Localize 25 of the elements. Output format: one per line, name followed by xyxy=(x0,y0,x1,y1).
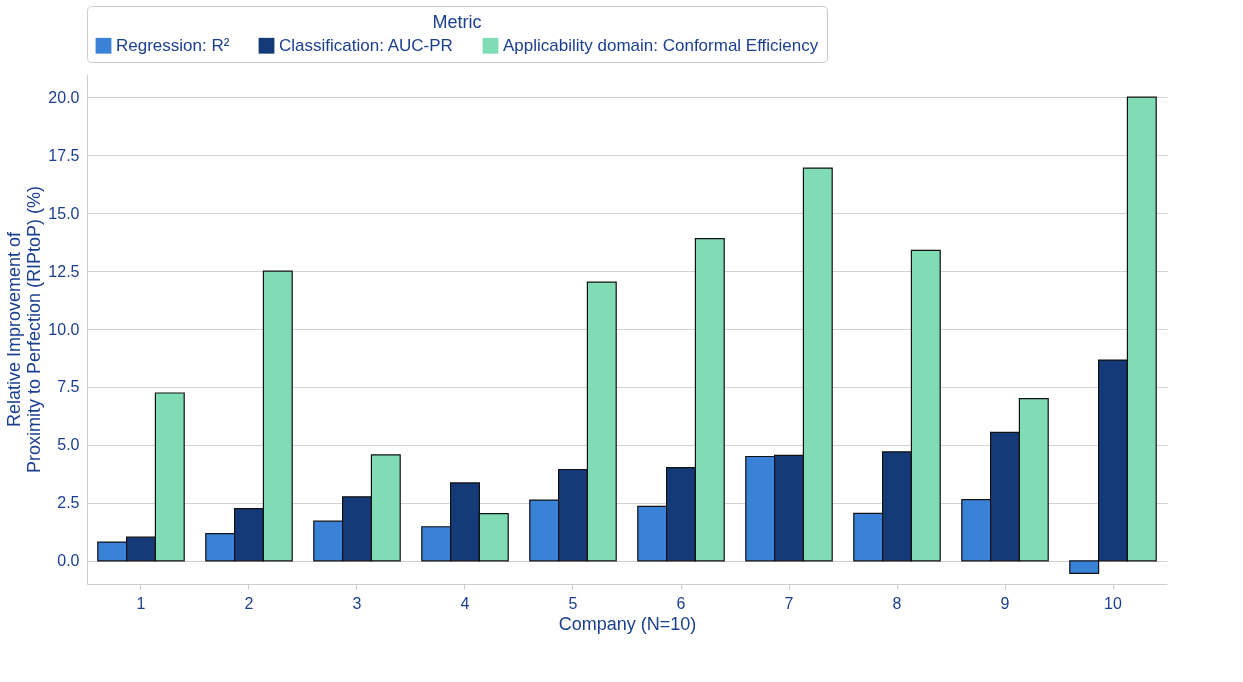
x-tick-label: 9 xyxy=(1000,594,1010,612)
x-tick-label: 7 xyxy=(784,594,794,612)
y-tick-label: 20.0 xyxy=(48,88,80,106)
x-tick-label: 8 xyxy=(892,594,902,612)
legend-label: Regression: R² xyxy=(116,35,230,55)
x-tick-label: 5 xyxy=(568,594,578,612)
x-tick-label: 6 xyxy=(676,594,686,612)
x-tick-label: 1 xyxy=(136,594,146,612)
x-tick-label: 10 xyxy=(1104,594,1122,612)
legend-label: Classification: AUC-PR xyxy=(279,35,453,55)
x-tick-label: 4 xyxy=(460,594,470,612)
legend-label: Applicability domain: Conformal Efficiency xyxy=(503,35,819,55)
x-tick-label: 3 xyxy=(352,594,362,612)
x-axis-title: Company (N=10) xyxy=(558,613,697,634)
y-tick-label: 15.0 xyxy=(48,204,80,222)
y-tick-label: 17.5 xyxy=(48,146,80,164)
y-axis-title: Relative Improvement of Proximity to Perfection (RIPtoP) (%) xyxy=(4,185,45,474)
y-tick-label: 10.0 xyxy=(48,320,80,338)
legend-title: Metric xyxy=(432,12,482,32)
x-tick-label: 2 xyxy=(244,594,254,612)
y-tick-label: 12.5 xyxy=(48,262,80,280)
y-tick-label: 0.0 xyxy=(57,552,80,570)
y-tick-label: 7.5 xyxy=(57,378,80,396)
y-tick-label: 5.0 xyxy=(57,436,80,454)
y-tick-label: 2.5 xyxy=(57,494,80,512)
